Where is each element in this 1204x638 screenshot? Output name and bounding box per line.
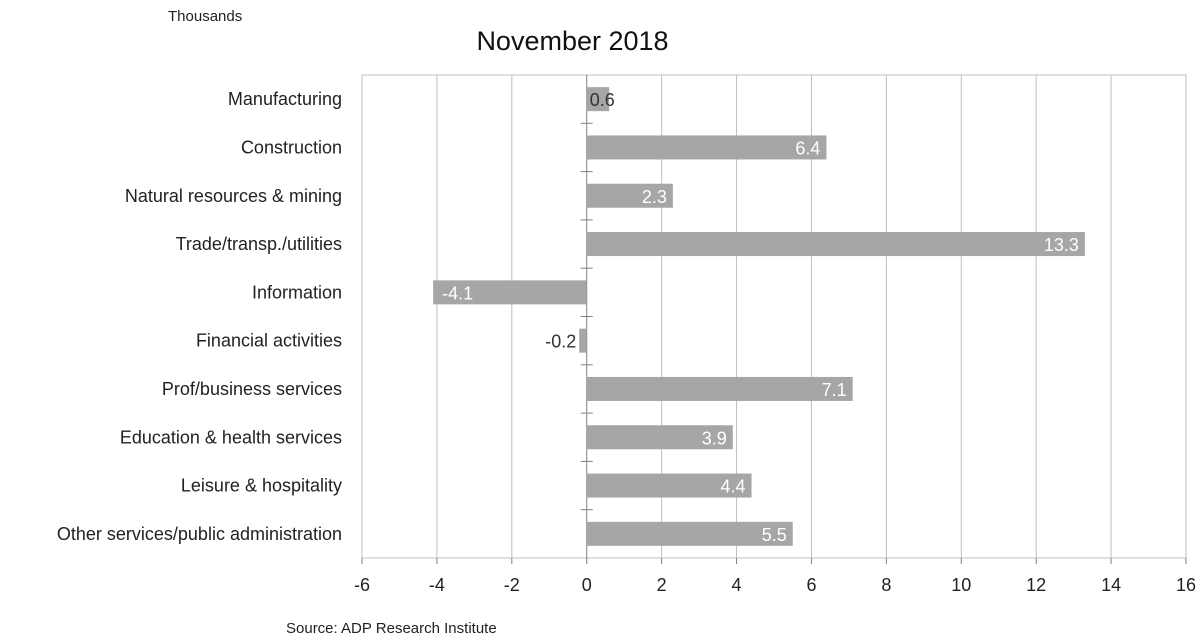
category-label: Education & health services xyxy=(120,427,342,447)
x-tick-label: 8 xyxy=(881,575,891,595)
bar xyxy=(586,87,610,112)
x-tick-label: 16 xyxy=(1176,575,1196,595)
bar xyxy=(586,425,733,450)
category-label: Other services/public administration xyxy=(57,524,342,544)
value-label: 3.9 xyxy=(702,428,727,448)
x-tick-label: 10 xyxy=(951,575,971,595)
value-label: 6.4 xyxy=(795,138,820,158)
x-tick-label: 2 xyxy=(657,575,667,595)
bar xyxy=(586,521,793,546)
units-label: Thousands xyxy=(168,8,243,25)
category-label: Manufacturing xyxy=(228,89,342,109)
x-tick-label: 14 xyxy=(1101,575,1121,595)
category-label: Construction xyxy=(241,137,342,157)
value-label: -0.2 xyxy=(545,332,576,352)
x-tick-label: -4 xyxy=(429,575,445,595)
category-label: Leisure & hospitality xyxy=(181,476,342,496)
bar xyxy=(586,135,827,160)
value-label: -4.1 xyxy=(442,283,473,303)
value-label: 4.4 xyxy=(720,477,745,497)
bar xyxy=(586,376,853,401)
value-label: 13.3 xyxy=(1044,235,1079,255)
value-label: 0.6 xyxy=(590,90,615,110)
bar xyxy=(579,328,587,353)
value-label: 5.5 xyxy=(762,525,787,545)
bar xyxy=(433,280,587,305)
category-label: Financial activities xyxy=(196,331,342,351)
category-label: Prof/business services xyxy=(162,379,342,399)
x-tick-label: 12 xyxy=(1026,575,1046,595)
x-tick-label: 0 xyxy=(582,575,592,595)
category-label: Trade/transp./utilities xyxy=(176,234,342,254)
source-note: Source: ADP Research Institute xyxy=(286,620,497,637)
chart-title: November 2018 xyxy=(476,26,669,56)
bar xyxy=(586,232,1085,257)
x-tick-label: 4 xyxy=(732,575,742,595)
x-tick-label: -2 xyxy=(504,575,520,595)
value-label: 2.3 xyxy=(642,187,667,207)
bar xyxy=(586,473,752,498)
bar xyxy=(586,183,673,208)
x-tick-label: 6 xyxy=(806,575,816,595)
plot-area xyxy=(361,74,1187,559)
category-label: Information xyxy=(252,282,342,302)
category-label: Natural resources & mining xyxy=(125,186,342,206)
x-tick-label: -6 xyxy=(354,575,370,595)
value-label: 7.1 xyxy=(822,380,847,400)
